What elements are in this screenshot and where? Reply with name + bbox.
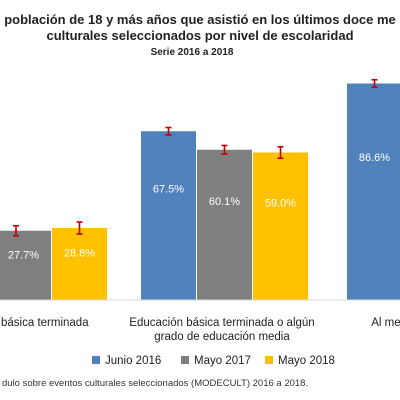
category-label-1-line-0: Educación básica terminada o algún (129, 317, 314, 329)
error-bar-partial (13, 224, 19, 237)
category-labels: n básica terminada Educación básica termi… (0, 317, 400, 343)
error-bar-2-1 (277, 145, 284, 160)
error-bar-0-1 (165, 126, 172, 136)
data-label-1-1: 60.1% (209, 196, 240, 208)
chart-title-line-1: población de 18 y más años que asistió e… (4, 12, 396, 27)
chart-title-line-2: culturales seleccionados por nivel de es… (46, 28, 353, 43)
error-bar-2-0 (76, 221, 83, 235)
bar-mayo-2018-1 (253, 152, 308, 300)
bar-junio-2016-2 (347, 83, 400, 300)
legend-item-2: Mayo 2018 (265, 355, 335, 367)
data-label-1-0: 27.7% (8, 249, 39, 261)
category-label-1-line-1: grado de educación media (154, 331, 290, 343)
bar-mayo-2017-1 (197, 149, 252, 300)
plot-area: 67.5% 86.6% 27.7% 60.1% 28.8% 59.0% (0, 78, 400, 300)
legend-item-1: Mayo 2017 (181, 355, 251, 367)
legend-label-0: Junio 2016 (105, 355, 161, 367)
legend-label-2: Mayo 2018 (278, 355, 335, 367)
legend: Junio 2016 Mayo 2017 Mayo 2018 (92, 355, 335, 367)
data-label-0-2: 86.6% (359, 152, 390, 164)
data-label-2-1: 59.0% (265, 198, 296, 210)
footnote: dulo sobre eventos culturales selecciona… (2, 378, 308, 389)
bar-mayo-2018-0 (52, 228, 107, 300)
legend-swatch-0 (92, 356, 100, 364)
data-label-0-1: 67.5% (153, 184, 184, 196)
legend-swatch-2 (265, 356, 273, 364)
bar-mayo-2017-0 (0, 230, 51, 300)
error-bar-0-2 (371, 78, 378, 89)
category-label-2-line-0: Al menos u (371, 317, 400, 329)
legend-swatch-1 (181, 356, 189, 364)
chart-subtitle: Serie 2016 a 2018 (151, 47, 234, 58)
error-bar-1-1 (221, 144, 228, 155)
bar-junio-2016-1 (141, 131, 196, 300)
data-label-2-0: 28.8% (64, 247, 95, 259)
legend-label-1: Mayo 2017 (194, 355, 251, 367)
category-label-0-line-0: n básica terminada (0, 317, 89, 329)
legend-item-0: Junio 2016 (92, 355, 161, 367)
